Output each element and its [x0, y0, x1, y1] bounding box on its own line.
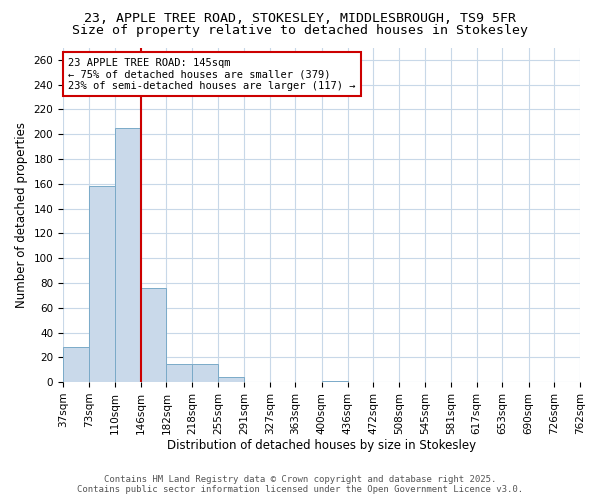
Bar — [166, 364, 192, 382]
Text: Size of property relative to detached houses in Stokesley: Size of property relative to detached ho… — [72, 24, 528, 37]
Text: 23 APPLE TREE ROAD: 145sqm
← 75% of detached houses are smaller (379)
23% of sem: 23 APPLE TREE ROAD: 145sqm ← 75% of deta… — [68, 58, 356, 90]
Bar — [192, 364, 218, 382]
Bar — [322, 381, 347, 382]
X-axis label: Distribution of detached houses by size in Stokesley: Distribution of detached houses by size … — [167, 440, 476, 452]
Text: Contains public sector information licensed under the Open Government Licence v3: Contains public sector information licen… — [77, 484, 523, 494]
Text: Contains HM Land Registry data © Crown copyright and database right 2025.: Contains HM Land Registry data © Crown c… — [104, 475, 496, 484]
Text: 23, APPLE TREE ROAD, STOKESLEY, MIDDLESBROUGH, TS9 5FR: 23, APPLE TREE ROAD, STOKESLEY, MIDDLESB… — [84, 12, 516, 26]
Bar — [63, 348, 89, 382]
Y-axis label: Number of detached properties: Number of detached properties — [15, 122, 28, 308]
Bar — [89, 186, 115, 382]
Bar — [218, 377, 244, 382]
Bar — [115, 128, 141, 382]
Bar — [141, 288, 166, 382]
